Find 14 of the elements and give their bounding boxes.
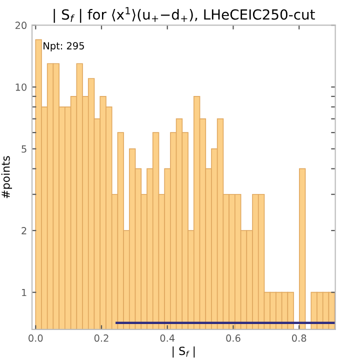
y-tick-label: 5 [22, 145, 26, 153]
x-tick-label: 0.8 [292, 334, 306, 342]
x-tick-label: 0.4 [160, 334, 175, 342]
y-axis-title: #points [1, 156, 12, 198]
x-tick-label: 0.2 [94, 334, 108, 342]
x-tick-label: 0.0 [28, 334, 43, 342]
y-tick-label: 10 [16, 83, 27, 91]
chart-title: | S$_{f}$ | for ⟨x$^{1}$⟩(u$_{+}$−d$_{+}$), LHeCEIC250-cut [54, 7, 315, 23]
x-tick-label: 0.6 [226, 334, 240, 342]
annotation: Npt: 295 [44, 42, 84, 52]
x-axis-title: | S$_{f}$ | [172, 346, 195, 358]
y-tick-label: 2 [22, 227, 26, 234]
y-tick-label: 20 [15, 22, 27, 30]
y-tick-label: 1 [22, 288, 26, 296]
